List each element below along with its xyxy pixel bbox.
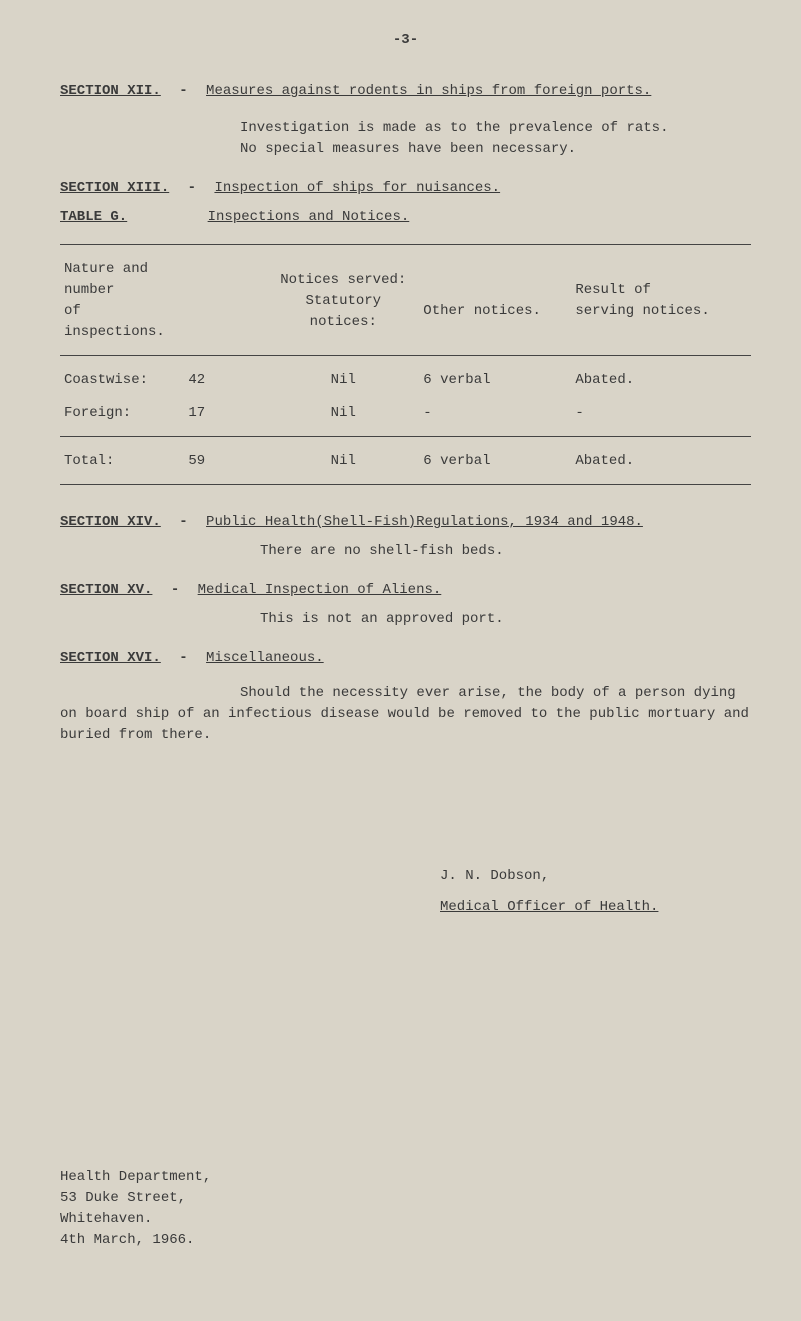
section-xvi-title: Miscellaneous. xyxy=(206,650,324,666)
cell-label: Foreign: xyxy=(60,397,184,430)
th-statutory: Notices served: Statutory notices: xyxy=(267,253,419,349)
table-row: Foreign: 17 Nil - - xyxy=(60,397,751,430)
footer-line: Health Department, xyxy=(60,1167,211,1188)
table-rule xyxy=(60,484,751,485)
section-xiv: SECTION XIV. - Public Health(Shell-Fish)… xyxy=(60,512,751,533)
table-g-line: TABLE G. Inspections and Notices. xyxy=(60,207,751,228)
cell-label: Coastwise: xyxy=(60,364,184,397)
cell-statutory: Nil xyxy=(267,364,419,397)
cell-other: 6 verbal xyxy=(419,364,571,397)
cell-inspections: 17 xyxy=(184,397,267,430)
cell-statutory: Nil xyxy=(267,445,419,478)
table-g-title: Inspections and Notices. xyxy=(208,209,410,225)
section-xv-title: Medical Inspection of Aliens. xyxy=(198,582,442,598)
footer-line: Whitehaven. xyxy=(60,1209,211,1230)
section-xii-body-line1: Investigation is made as to the prevalen… xyxy=(240,118,751,139)
table-header-row: Nature and number of inspections. Notice… xyxy=(60,253,751,349)
cell-result: Abated. xyxy=(571,364,751,397)
table-row: Coastwise: 42 Nil 6 verbal Abated. xyxy=(60,364,751,397)
dash: - xyxy=(188,180,196,196)
cell-other: - xyxy=(419,397,571,430)
section-xv-label: SECTION XV. xyxy=(60,582,152,598)
table-total-row: Total: 59 Nil 6 verbal Abated. xyxy=(60,445,751,478)
section-xiii-title: Inspection of ships for nuisances. xyxy=(214,180,500,196)
section-xiii-label: SECTION XIII. xyxy=(60,180,169,196)
section-xii-title: Measures against rodents in ships from f… xyxy=(206,83,651,99)
inspections-table: Nature and number of inspections. Notice… xyxy=(60,253,751,349)
cell-result: Abated. xyxy=(571,445,751,478)
th-other: Other notices. xyxy=(419,253,571,349)
dash: - xyxy=(179,83,187,99)
signature-name: J. N. Dobson, xyxy=(440,866,751,887)
section-xiv-title: Public Health(Shell-Fish)Regulations, 19… xyxy=(206,514,643,530)
section-xiii: SECTION XIII. - Inspection of ships for … xyxy=(60,178,751,199)
cell-other: 6 verbal xyxy=(419,445,571,478)
section-xii: SECTION XII. - Measures against rodents … xyxy=(60,81,751,102)
section-xii-body: Investigation is made as to the prevalen… xyxy=(240,118,751,160)
cell-result: - xyxy=(571,397,751,430)
table-g-label: TABLE G. xyxy=(60,209,127,225)
section-xii-body-line2: No special measures have been necessary. xyxy=(240,139,751,160)
cell-inspections: 59 xyxy=(184,445,267,478)
inspections-table-body: Coastwise: 42 Nil 6 verbal Abated. Forei… xyxy=(60,364,751,430)
dash: - xyxy=(179,650,187,666)
page-number: -3- xyxy=(60,30,751,51)
footer-address: Health Department, 53 Duke Street, White… xyxy=(60,1167,211,1251)
dash: - xyxy=(171,582,179,598)
th-blank xyxy=(184,253,267,349)
section-xv: SECTION XV. - Medical Inspection of Alie… xyxy=(60,580,751,601)
signature-block: J. N. Dobson, Medical Officer of Health. xyxy=(440,866,751,918)
footer-line: 53 Duke Street, xyxy=(60,1188,211,1209)
section-xiv-body: There are no shell-fish beds. xyxy=(260,541,751,562)
cell-inspections: 42 xyxy=(184,364,267,397)
section-xiv-label: SECTION XIV. xyxy=(60,514,161,530)
cell-statutory: Nil xyxy=(267,397,419,430)
cell-label: Total: xyxy=(60,445,184,478)
table-rule xyxy=(60,244,751,245)
table-rule xyxy=(60,355,751,356)
signature-title: Medical Officer of Health. xyxy=(440,897,751,918)
dash: - xyxy=(179,514,187,530)
table-rule xyxy=(60,436,751,437)
section-xvi: SECTION XVI. - Miscellaneous. xyxy=(60,648,751,669)
section-xv-body: This is not an approved port. xyxy=(260,609,751,630)
footer-line: 4th March, 1966. xyxy=(60,1230,211,1251)
th-result: Result of serving notices. xyxy=(571,253,751,349)
inspections-table-total: Total: 59 Nil 6 verbal Abated. xyxy=(60,445,751,478)
section-xvi-label: SECTION XVI. xyxy=(60,650,161,666)
th-nature: Nature and number of inspections. xyxy=(60,253,184,349)
section-xvi-body: Should the necessity ever arise, the bod… xyxy=(60,683,751,746)
section-xii-label: SECTION XII. xyxy=(60,83,161,99)
